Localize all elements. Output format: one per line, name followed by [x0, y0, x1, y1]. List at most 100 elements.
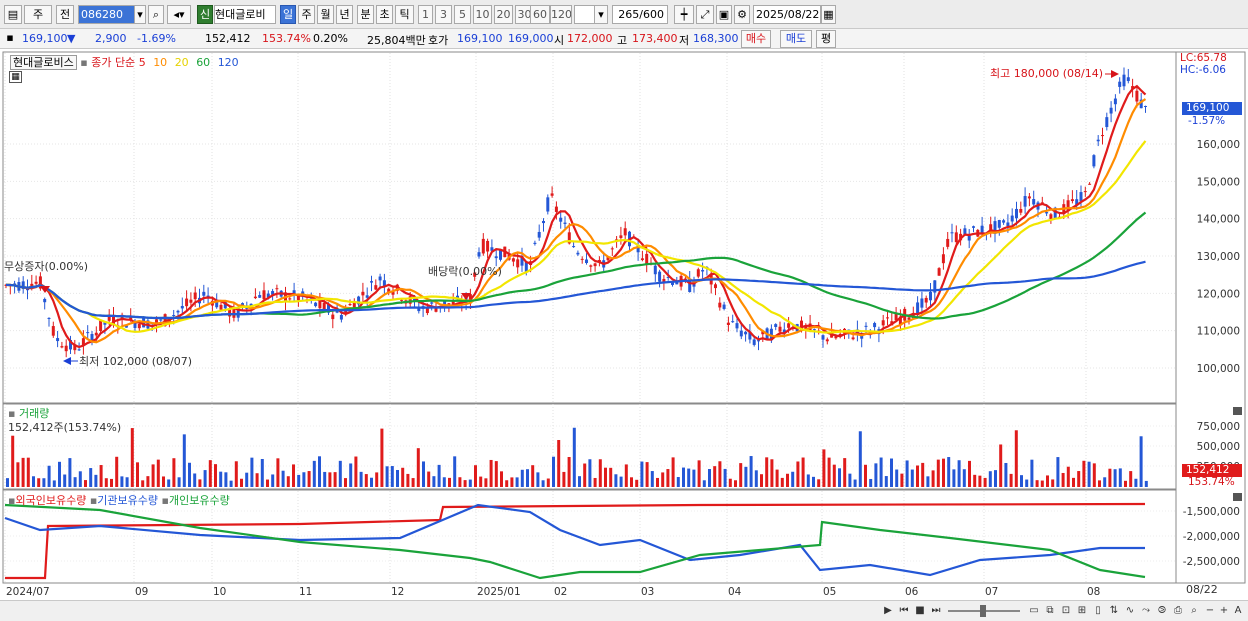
tool-icon-4[interactable]: ⊞: [1077, 605, 1087, 616]
candle-body: [43, 298, 47, 303]
sell-button[interactable]: 매도: [780, 30, 812, 48]
stock-name[interactable]: 현대글로비: [214, 5, 276, 24]
volume-bar: [151, 464, 155, 487]
candle-body: [589, 265, 593, 267]
volume-bar: [973, 474, 977, 487]
zoom-out-icon[interactable]: −: [1205, 605, 1215, 616]
candle-body: [576, 252, 580, 255]
zoom-in-icon[interactable]: +: [1219, 605, 1229, 616]
tab-day[interactable]: 일: [280, 5, 296, 24]
volume-bar: [999, 444, 1003, 487]
tab-tick[interactable]: 틱: [395, 5, 414, 24]
overlay-icon[interactable]: ⧁: [1158, 605, 1166, 616]
candle-body: [361, 291, 365, 296]
scroll-end-icon[interactable]: ⏭: [931, 605, 941, 616]
draw-tool-icon[interactable]: ⤢: [696, 5, 714, 24]
interval-120[interactable]: 120: [550, 5, 572, 24]
buy-button[interactable]: 매수: [741, 30, 771, 48]
ma-120[interactable]: 120: [217, 56, 239, 69]
avg-button[interactable]: 평: [816, 30, 836, 48]
candle-body: [744, 331, 748, 335]
ma-20[interactable]: 20: [174, 56, 189, 69]
candle-body: [382, 280, 386, 288]
ma-label[interactable]: 종가 단순: [91, 56, 136, 69]
code-dropdown-icon[interactable]: ▾: [134, 5, 146, 24]
sound-icon[interactable]: ◂▾: [167, 5, 191, 24]
high-annotation: 최고 180,000 (08/14): [990, 67, 1104, 80]
candle-body: [778, 326, 782, 332]
ma-5[interactable]: 5: [138, 56, 146, 69]
candle-body: [51, 326, 55, 336]
candle-body: [645, 253, 649, 265]
prev-button[interactable]: 전: [56, 5, 74, 24]
zoom-icon[interactable]: ⌕: [1191, 605, 1197, 616]
volume-bar: [193, 473, 197, 487]
ma-60[interactable]: 60: [196, 56, 211, 69]
candle-type-icon[interactable]: ┿: [674, 5, 694, 24]
period-select[interactable]: 주: [24, 5, 52, 24]
scroll-right-icon[interactable]: ▶: [884, 605, 892, 616]
volume-bar: [796, 461, 800, 487]
interval-60[interactable]: 60: [530, 5, 550, 24]
foreign-holding-label[interactable]: 외국인보유수량: [15, 494, 87, 507]
stock-code-input[interactable]: 086280: [78, 5, 136, 24]
tool-icon-1[interactable]: ▭: [1029, 605, 1039, 616]
interval-dropdown-icon[interactable]: ▾: [594, 5, 608, 24]
candle-body: [821, 335, 825, 340]
institution-holding-label[interactable]: 기관보유수량: [97, 494, 159, 507]
interval-5[interactable]: 5: [454, 5, 471, 24]
ma-line: [5, 98, 1147, 344]
tool-icon-3[interactable]: ⊡: [1061, 605, 1071, 616]
trend-icon[interactable]: ∿: [1125, 605, 1135, 616]
tab-minute[interactable]: 분: [357, 5, 374, 24]
tab-week[interactable]: 주: [298, 5, 315, 24]
candle-body: [430, 302, 434, 304]
ma-10[interactable]: 10: [153, 56, 168, 69]
volume-bar: [344, 478, 347, 487]
interval-3[interactable]: 3: [435, 5, 452, 24]
candle-body: [275, 288, 279, 290]
chart-area[interactable]: 160,000 150,000 140,000 130,000 120,000 110,0…: [0, 50, 1248, 602]
save-icon[interactable]: ▣: [716, 5, 732, 24]
chart-canvas[interactable]: 160,000 150,000 140,000 130,000 120,000 110,0…: [0, 50, 1248, 602]
interval-1[interactable]: 1: [418, 5, 433, 24]
tab-year[interactable]: 년: [336, 5, 353, 24]
tool-icon-2[interactable]: ⧉: [1046, 605, 1054, 616]
volume-bar: [822, 449, 826, 487]
volume-ratio: 153.74%: [262, 32, 311, 45]
grid-toggle-icon[interactable]: ▦: [9, 71, 22, 83]
volume-bar: [1014, 430, 1018, 487]
tab-second[interactable]: 초: [376, 5, 393, 24]
date-input[interactable]: 2025/08/22: [753, 5, 821, 24]
compare-icon[interactable]: ⤳: [1142, 605, 1150, 616]
calendar-icon[interactable]: ▦: [821, 5, 836, 24]
candle-body: [215, 299, 219, 308]
current-price: 169,100: [22, 32, 68, 45]
stop-icon[interactable]: ■: [915, 605, 925, 616]
bar-count-input[interactable]: 265/600: [612, 5, 668, 24]
volume-bar: [16, 462, 20, 487]
layout-icon[interactable]: ▤: [4, 5, 22, 24]
volume-bar: [682, 467, 685, 487]
individual-holding-label[interactable]: 개인보유수량: [168, 494, 230, 507]
font-size-icon[interactable]: A: [1234, 605, 1242, 616]
volume-title[interactable]: 거래량: [18, 407, 50, 420]
volume-bar: [1134, 478, 1138, 487]
candle-body: [585, 259, 588, 264]
print-icon[interactable]: ⎙: [1174, 605, 1182, 616]
candle-body: [206, 295, 210, 297]
interval-10[interactable]: 10: [473, 5, 492, 24]
zoom-slider-handle[interactable]: [980, 605, 986, 617]
volume-bar: [1061, 472, 1065, 487]
search-icon[interactable]: ⌕: [148, 5, 164, 24]
interval-20[interactable]: 20: [494, 5, 513, 24]
tab-month[interactable]: 월: [317, 5, 334, 24]
gear-icon[interactable]: ⚙: [734, 5, 750, 24]
price-tick-label: 130,000: [1197, 251, 1240, 263]
tool-icon-6[interactable]: ⇅: [1109, 605, 1119, 616]
tool-icon-5[interactable]: ▯: [1095, 605, 1101, 616]
volume-bar: [479, 476, 483, 487]
candle-body: [133, 321, 137, 329]
price-panel-title[interactable]: 현대글로비스: [10, 55, 77, 70]
scroll-start-icon[interactable]: ⏮: [899, 605, 909, 616]
